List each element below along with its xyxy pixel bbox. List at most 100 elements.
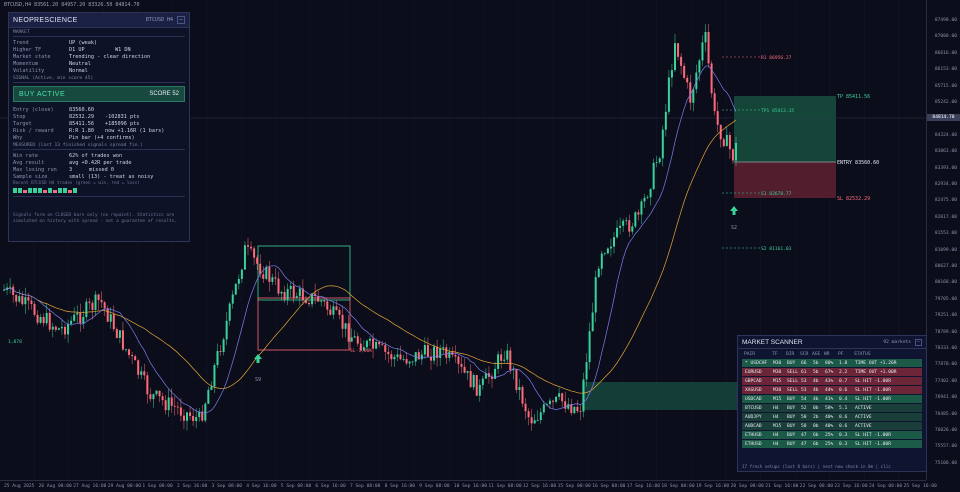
- scanner-row[interactable]: USDCAD M15 BUY 54 4b 41% 0.4 SL HIT -1.00R: [742, 395, 922, 403]
- trade-result-bar: [28, 188, 32, 193]
- candle-body: [3, 289, 5, 291]
- candle-body: [311, 293, 314, 305]
- candle-body: [719, 124, 722, 140]
- scanner-row[interactable]: AUDCAD M15 BUY 50 0b 40% 0.6 ACTIVE: [742, 422, 922, 430]
- cell-status: SL HIT -1.00R: [855, 432, 891, 438]
- candle-body: [573, 406, 576, 414]
- minimize-button[interactable]: –: [177, 16, 185, 24]
- candle-body: [356, 336, 359, 344]
- scanner-row[interactable]: EURUSD M30 SELL 61 5b 67% 2.2 TIME OUT +1.00R: [742, 368, 922, 376]
- candle-body: [430, 356, 432, 361]
- row-key: Market state: [13, 53, 51, 60]
- cell-wr: 67%: [825, 369, 834, 375]
- candle-body: [423, 345, 426, 355]
- candle-body: [207, 389, 210, 404]
- price-axis[interactable]: 87498.00 87080.00 86616.00 86153.00 85715.00…: [926, 0, 960, 480]
- candle-body: [192, 416, 195, 422]
- candle-body: [378, 341, 381, 345]
- neoprescience-panel[interactable]: NEOPRESCIENCE BTCUSD H4 – MARKET Trend UP…: [8, 12, 190, 242]
- signal-badge: BUY ACTIVE SCORE 52: [13, 86, 185, 102]
- candle-body: [317, 296, 320, 302]
- cell-status: ACTIVE: [855, 405, 872, 411]
- cell-wr: 41%: [825, 396, 834, 402]
- market-scanner-panel[interactable]: MARKET SCANNER 92 markets – PAIR TF DIR …: [737, 335, 927, 472]
- candle-body: [295, 296, 298, 298]
- cell-dir: BUY: [787, 414, 796, 420]
- candle-body: [500, 354, 503, 361]
- col-pair[interactable]: PAIR: [744, 352, 756, 357]
- scanner-minimize-button[interactable]: –: [915, 338, 922, 346]
- candle-body: [548, 400, 551, 405]
- cell-status: TIME OUT +1.26R: [855, 360, 897, 366]
- candle-body: [82, 316, 85, 324]
- panel-header[interactable]: NEOPRESCIENCE BTCUSD H4 –: [9, 13, 189, 28]
- candle-body: [399, 354, 402, 360]
- candle-body: [698, 60, 701, 73]
- trade-result-bar: [53, 190, 57, 193]
- candle-body: [527, 411, 530, 418]
- why-row: Why Pin bar (+4 confirms): [13, 134, 185, 141]
- candle-body: [408, 361, 411, 364]
- time-axis[interactable]: 25 Aug 2025 26 Aug 08:00 27 Aug 16:00 29 Au…: [0, 480, 937, 492]
- price-tick-label: 82475.00: [934, 198, 957, 204]
- marker-s9: S9: [255, 377, 261, 383]
- scanner-row[interactable]: XAGUSD M30 SELL 53 4b 44% 0.6 SL HIT -1.00R: [742, 386, 922, 394]
- scanner-row[interactable]: ETHUSD H4 BUY 47 6b 25% 0.3 SL HIT -1.00R: [742, 440, 922, 448]
- cell-scr: 66: [801, 360, 807, 366]
- col-scr[interactable]: SCR: [800, 352, 809, 357]
- candle-body: [362, 347, 365, 351]
- candle-body: [70, 320, 73, 324]
- col-status[interactable]: STATUS: [854, 352, 871, 357]
- col-dir[interactable]: DIR: [786, 352, 795, 357]
- candle-body: [164, 400, 167, 411]
- candle-body: [39, 316, 42, 323]
- candle-body: [30, 300, 33, 305]
- candle-body: [186, 412, 188, 421]
- win-rate-row: Win rate 62% of trades won: [13, 152, 185, 159]
- demand-zone-box: [257, 245, 351, 301]
- candle-body: [265, 266, 268, 279]
- candle-body: [512, 368, 515, 371]
- candle-body: [384, 345, 387, 352]
- candle-body: [243, 245, 246, 270]
- cell-wr: 40%: [825, 423, 834, 429]
- col-pf[interactable]: PF: [838, 352, 844, 357]
- candle-body: [222, 339, 225, 352]
- scanner-row[interactable]: * USDCHF M30 BUY 66 5b 80% 1.8 TIME OUT +1.26R: [742, 359, 922, 367]
- candle-body: [88, 301, 91, 303]
- col-tf[interactable]: TF: [772, 352, 778, 357]
- cell-status: SL HIT -1.00R: [855, 396, 891, 402]
- trade-result-bar: [23, 190, 27, 193]
- price-tick-label: 77402.00: [934, 378, 957, 384]
- candle-body: [173, 405, 176, 407]
- scanner-row[interactable]: ETHUSD H4 BUY 47 6b 25% 0.3 SL HIT -1.00R: [742, 431, 922, 439]
- time-tick-label: 21 Sep 16:00: [765, 484, 799, 489]
- sl-label: SL 82532.29: [837, 196, 870, 202]
- price-tick-label: 78333.00: [934, 346, 957, 351]
- candle-body: [692, 89, 695, 103]
- candle-body: [27, 297, 30, 301]
- price-tick-label: 78789.00: [934, 329, 957, 335]
- cell-age: 6b: [813, 441, 819, 447]
- candle-body: [277, 278, 280, 294]
- supply-zone-box: [257, 297, 351, 351]
- candle-body: [332, 306, 335, 315]
- scanner-row[interactable]: GBPCAD M15 SELL 53 4b 43% 0.7 SL HIT -1.00R: [742, 377, 922, 385]
- time-tick-label: 22 Sep 08:00: [799, 484, 833, 489]
- sl-hit-label: SL-7,00K: [350, 348, 372, 354]
- price-tick-label: 86153.00: [934, 67, 957, 73]
- row-key: Volatility: [13, 67, 45, 74]
- candle-body: [472, 375, 475, 388]
- candle-body: [667, 77, 670, 112]
- trade-result-bar: [18, 188, 22, 193]
- col-wr[interactable]: WR: [824, 352, 830, 357]
- candle-body: [304, 300, 307, 304]
- scanner-row[interactable]: AUDJPY H4 BUY 50 2b 40% 0.6 ACTIVE: [742, 413, 922, 421]
- row-key: Sample size: [13, 173, 48, 180]
- candle-body: [45, 312, 48, 324]
- scanner-row[interactable]: BTCUSD H4 BUY 52 0b 58% 5.1 ACTIVE: [742, 404, 922, 412]
- candle-body: [125, 349, 127, 351]
- col-age[interactable]: AGE: [812, 352, 821, 357]
- scanner-header[interactable]: MARKET SCANNER 92 markets –: [738, 336, 926, 349]
- candle-body: [271, 277, 274, 282]
